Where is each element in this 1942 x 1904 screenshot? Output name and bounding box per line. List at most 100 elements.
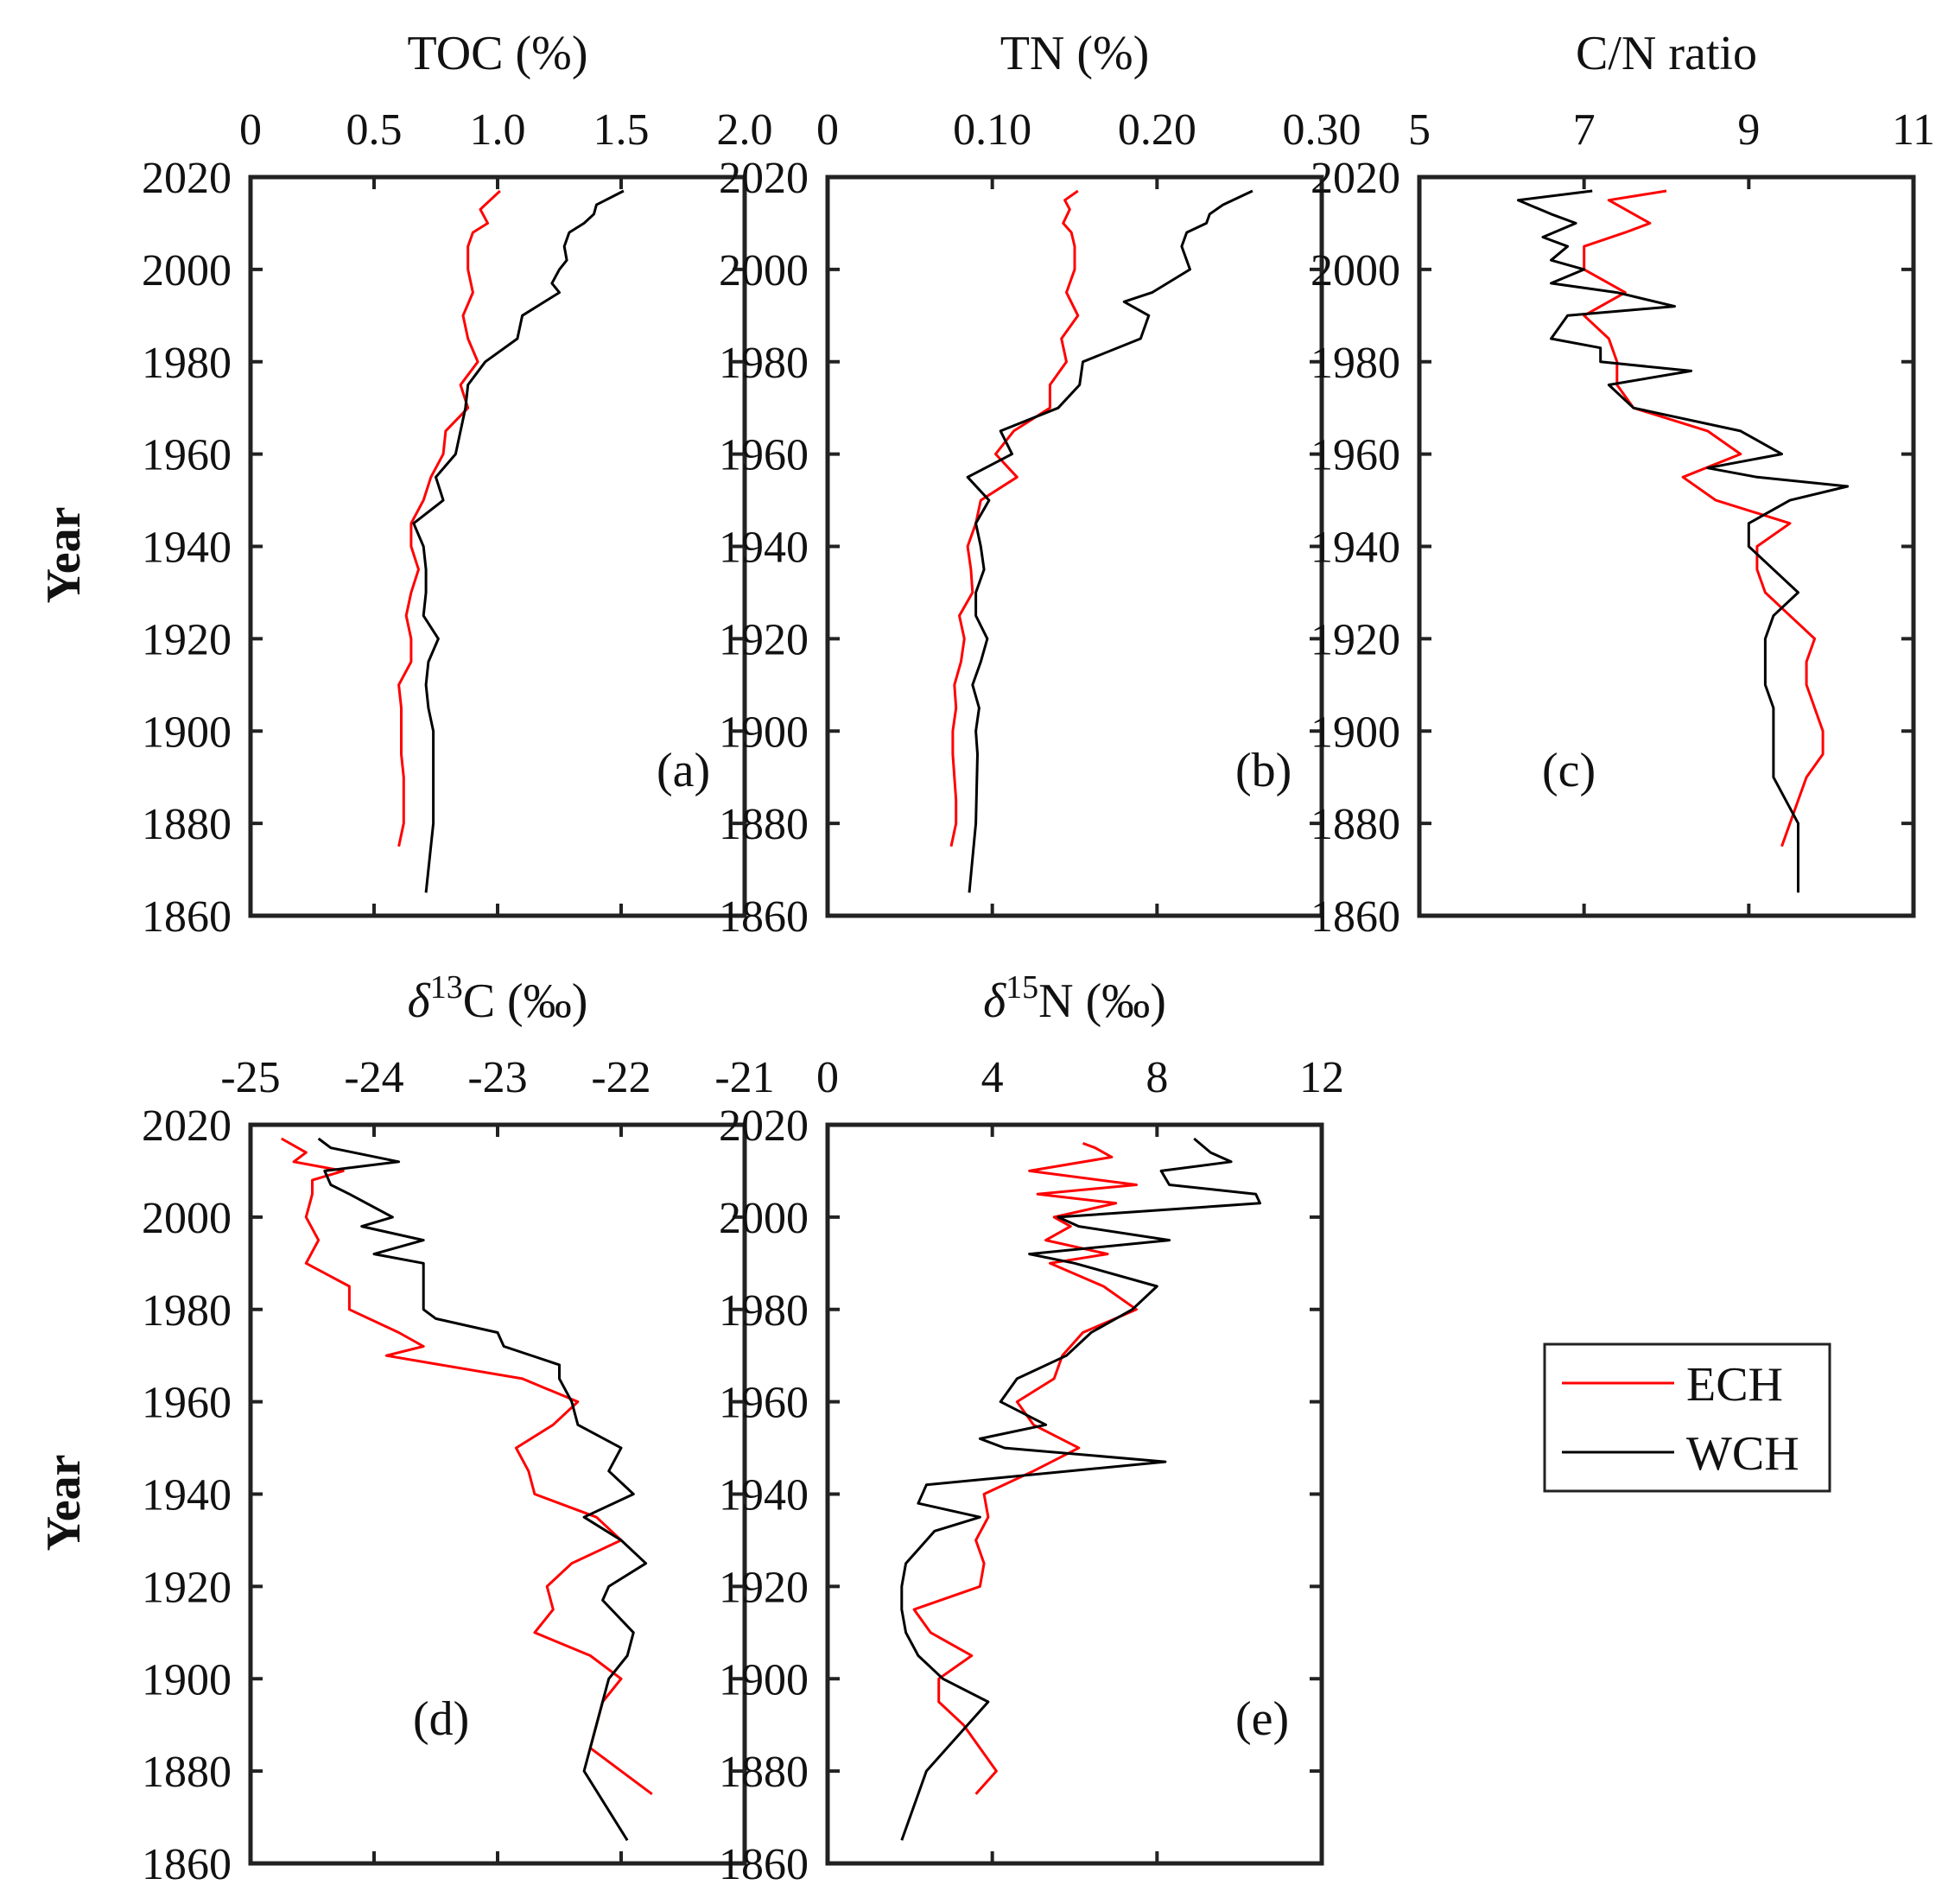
panel-c: 5 7 9 11 2020 2000 1980 1960 1940 1920 1900 1880 186… xyxy=(1311,27,1935,942)
x-tick-label: 4 xyxy=(981,1053,1004,1102)
x-tick-label: 0 xyxy=(239,105,262,155)
y-tick-label: 1960 xyxy=(142,1379,232,1428)
panel-a: 0 0.5 1.0 1.5 2.0 2020 2000 1980 1960 1940 1920 190… xyxy=(37,27,773,942)
panel-label: (b) xyxy=(1235,744,1291,797)
panel-label: (a) xyxy=(657,744,710,797)
x-tick-label: -21 xyxy=(714,1053,774,1102)
plot-frame xyxy=(248,175,747,918)
x-tick-label: 0.20 xyxy=(1118,105,1196,155)
axis-title: δ13C (‰) xyxy=(408,969,588,1028)
y-tick-label: 2020 xyxy=(1311,154,1400,203)
x-tick-label: 1.0 xyxy=(470,105,526,155)
panel-label: (e) xyxy=(1235,1692,1289,1746)
y-tick-label: 1960 xyxy=(719,1379,809,1428)
x-tick-label: 12 xyxy=(1299,1053,1344,1102)
y-tick-label: 1860 xyxy=(1311,892,1400,942)
panel-b: 0 0.10 0.20 0.30 2020 2000 1980 1960 1940 1920 190… xyxy=(719,27,1361,942)
x-tick-label: 0 xyxy=(816,105,839,155)
y-tick-label: 1900 xyxy=(142,1655,232,1704)
x-tick-label: 5 xyxy=(1408,105,1431,155)
x-tick-label: 11 xyxy=(1892,105,1935,155)
legend-label-wch: WCH xyxy=(1686,1427,1799,1481)
series-line-wch xyxy=(412,189,625,893)
y-tick-label: 2000 xyxy=(142,246,232,295)
axis-title: δ15N (‰) xyxy=(983,969,1166,1028)
plot-frame xyxy=(248,1122,747,1866)
y-tick-label: 1920 xyxy=(719,1563,809,1612)
y-tick-label: 1860 xyxy=(142,1840,232,1889)
y-axis-label: Year xyxy=(37,1455,91,1552)
y-tick-label: 2020 xyxy=(719,1101,809,1151)
y-tick-label: 1880 xyxy=(1311,800,1400,849)
x-tick-label: 0.5 xyxy=(346,105,403,155)
legend-box xyxy=(1543,1342,1831,1493)
legend: ECH WCH xyxy=(1543,1342,1831,1493)
y-axis-label: Year xyxy=(37,507,91,604)
y-tick-label: 1860 xyxy=(719,1840,809,1889)
series-line-ech xyxy=(1583,189,1825,847)
y-tick-label: 1880 xyxy=(142,1748,232,1797)
panel-label: (c) xyxy=(1542,744,1596,797)
y-tick-label: 1920 xyxy=(142,1563,232,1612)
y-tick-label: 1880 xyxy=(719,1748,809,1797)
y-tick-label: 1860 xyxy=(719,892,809,942)
y-tick-label: 2000 xyxy=(142,1194,232,1243)
y-tick-label: 1940 xyxy=(142,1471,232,1520)
x-tick-label: 2.0 xyxy=(717,105,773,155)
series-line-ech xyxy=(949,189,1080,847)
y-tick-label: 1900 xyxy=(719,708,809,757)
x-tick-label: -24 xyxy=(344,1053,403,1102)
axis-title: C/N ratio xyxy=(1576,27,1757,80)
y-tick-label: 2000 xyxy=(719,246,809,295)
x-tick-label: 0 xyxy=(816,1053,839,1102)
y-tick-label: 1860 xyxy=(142,892,232,942)
series-line-wch xyxy=(317,1137,648,1842)
panel-d: -25 -24 -23 -22 -21 2020 2000 1980 1960 1940 1920 1… xyxy=(37,969,775,1889)
y-tick-label: 2000 xyxy=(719,1194,809,1243)
axis-title: TOC (%) xyxy=(408,27,588,80)
y-tick-label: 1980 xyxy=(719,1286,809,1336)
y-tick-label: 1940 xyxy=(142,524,232,573)
axis-title: TN (%) xyxy=(1000,27,1150,80)
y-tick-label: 1960 xyxy=(719,431,809,480)
y-tick-label: 1960 xyxy=(1311,431,1400,480)
y-tick-label: 1880 xyxy=(142,800,232,849)
series-line-wch xyxy=(1516,189,1850,893)
x-tick-label: 0.30 xyxy=(1283,105,1361,155)
y-tick-label: 1900 xyxy=(1311,708,1400,757)
y-tick-label: 1900 xyxy=(719,1655,809,1704)
series-line-ech xyxy=(281,1137,653,1796)
y-tick-label: 1960 xyxy=(142,431,232,480)
y-tick-label: 1920 xyxy=(1311,615,1400,664)
y-tick-label: 2020 xyxy=(142,154,232,203)
y-tick-label: 1980 xyxy=(142,1286,232,1336)
y-tick-label: 1980 xyxy=(719,339,809,388)
x-tick-label: 8 xyxy=(1146,1053,1168,1102)
plot-frame xyxy=(825,1122,1324,1866)
panel-e: 0 4 8 12 2020 2000 1980 1960 1940 1920 1900 1880 186… xyxy=(719,969,1344,1889)
x-tick-label: -22 xyxy=(591,1053,651,1102)
y-tick-label: 1940 xyxy=(719,524,809,573)
series-line-wch xyxy=(900,1137,1261,1841)
y-tick-label: 1940 xyxy=(1311,524,1400,573)
y-tick-label: 1880 xyxy=(719,800,809,849)
x-tick-label: 7 xyxy=(1573,105,1596,155)
y-tick-label: 2020 xyxy=(142,1101,232,1151)
y-tick-label: 1920 xyxy=(142,615,232,664)
series-line-ech xyxy=(397,189,501,847)
x-tick-label: -23 xyxy=(467,1053,527,1102)
series-line-wch xyxy=(966,189,1253,893)
series-line-ech xyxy=(912,1141,1138,1795)
x-tick-label: 9 xyxy=(1737,105,1760,155)
y-tick-label: 1940 xyxy=(719,1471,809,1520)
panels: 0 0.5 1.0 1.5 2.0202020001980196019401920190… xyxy=(37,27,1935,1889)
x-tick-label: 0.10 xyxy=(953,105,1031,155)
x-tick-label: -25 xyxy=(220,1053,280,1102)
y-tick-label: 1920 xyxy=(719,615,809,664)
y-tick-label: 1980 xyxy=(142,339,232,388)
panel-label: (d) xyxy=(413,1692,469,1746)
y-tick-label: 2020 xyxy=(719,154,809,203)
y-tick-label: 1900 xyxy=(142,708,232,757)
plot-frame xyxy=(825,175,1324,918)
y-tick-label: 2000 xyxy=(1311,246,1400,295)
